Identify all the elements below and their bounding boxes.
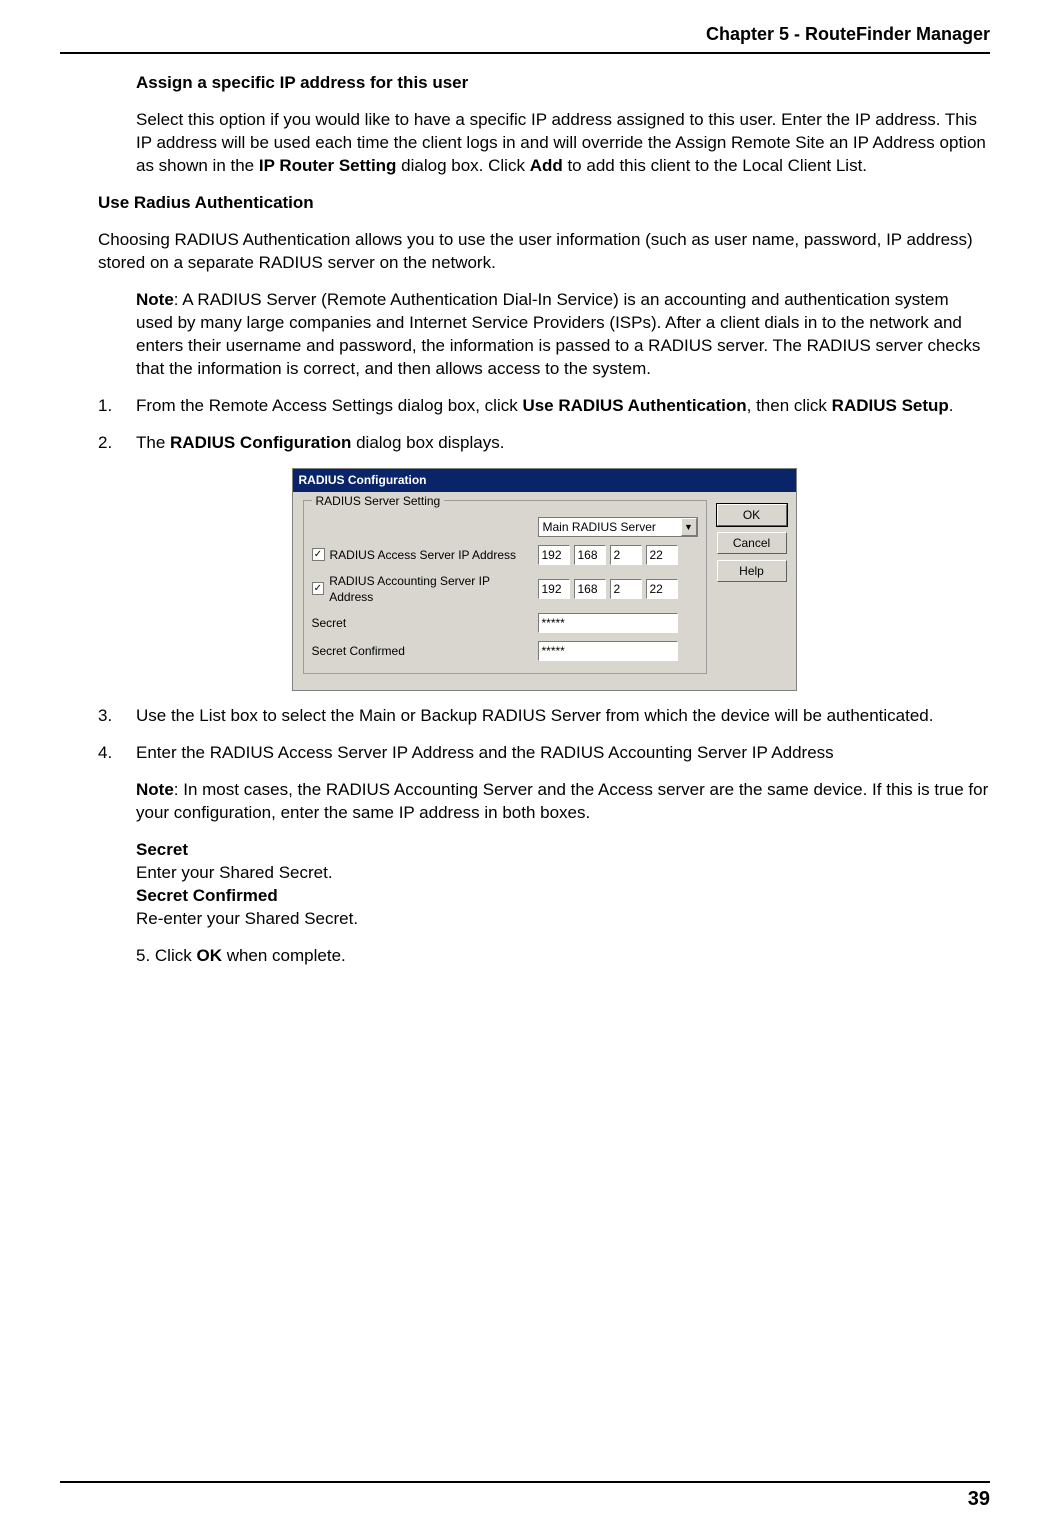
- step-1-body: From the Remote Access Settings dialog b…: [136, 395, 990, 418]
- chevron-down-icon[interactable]: ▼: [681, 518, 697, 536]
- text: 5. Click: [136, 946, 196, 965]
- acct-ip-checkbox[interactable]: ✓: [312, 582, 325, 595]
- ip-router-setting-bold: IP Router Setting: [259, 156, 397, 175]
- secret-confirmed-desc: Re-enter your Shared Secret.: [136, 909, 358, 928]
- text: .: [949, 396, 954, 415]
- acct-ip-3[interactable]: 2: [610, 579, 642, 599]
- text: dialog box. Click: [396, 156, 529, 175]
- step-3-body: Use the List box to select the Main or B…: [136, 705, 990, 728]
- server-select-value: Main RADIUS Server: [543, 519, 656, 535]
- step-4-body: Enter the RADIUS Access Server IP Addres…: [136, 742, 990, 765]
- assign-ip-body: Select this option if you would like to …: [136, 109, 990, 178]
- text: , then click: [747, 396, 832, 415]
- note-body: : In most cases, the RADIUS Accounting S…: [136, 780, 988, 822]
- secret-confirmed-input[interactable]: *****: [538, 641, 678, 661]
- secret-input[interactable]: *****: [538, 613, 678, 633]
- use-radius-title: Use Radius Authentication: [98, 192, 990, 215]
- server-select[interactable]: Main RADIUS Server ▼: [538, 517, 698, 537]
- text: The: [136, 433, 170, 452]
- page-number: 39: [968, 1486, 990, 1513]
- step-4-note: Note: In most cases, the RADIUS Accounti…: [136, 779, 990, 825]
- footer-rule: [60, 1481, 990, 1483]
- secret-heading: Secret: [136, 840, 188, 859]
- secret-desc: Enter your Shared Secret.: [136, 863, 333, 882]
- header-rule: [60, 52, 990, 54]
- chapter-header: Chapter 5 - RouteFinder Manager: [60, 22, 990, 52]
- radius-config-dialog: RADIUS Configuration RADIUS Server Setti…: [292, 468, 797, 691]
- assign-ip-title: Assign a specific IP address for this us…: [136, 72, 990, 95]
- help-button[interactable]: Help: [717, 560, 787, 582]
- radius-note: Note: A RADIUS Server (Remote Authentica…: [136, 289, 990, 381]
- use-radius-auth-bold: Use RADIUS Authentication: [522, 396, 746, 415]
- access-ip-checkbox[interactable]: ✓: [312, 548, 325, 561]
- note-label: Note: [136, 290, 174, 309]
- ok-bold: OK: [196, 946, 222, 965]
- radius-setup-bold: RADIUS Setup: [832, 396, 949, 415]
- group-legend: RADIUS Server Setting: [312, 493, 445, 509]
- add-bold: Add: [530, 156, 563, 175]
- step-num-1: 1.: [98, 395, 136, 418]
- note-label: Note: [136, 780, 174, 799]
- step-num-4: 4.: [98, 742, 136, 982]
- access-ip-1[interactable]: 192: [538, 545, 570, 565]
- ok-button[interactable]: OK: [717, 504, 787, 526]
- radius-server-setting-group: RADIUS Server Setting Main RADIUS Server…: [303, 500, 707, 674]
- secret-confirmed-label: Secret Confirmed: [312, 643, 532, 659]
- use-radius-body: Choosing RADIUS Authentication allows yo…: [98, 229, 990, 275]
- access-ip-label: RADIUS Access Server IP Address: [330, 547, 517, 563]
- radius-config-bold: RADIUS Configuration: [170, 433, 351, 452]
- step-num-2: 2.: [98, 432, 136, 455]
- acct-ip-2[interactable]: 168: [574, 579, 606, 599]
- acct-ip-1[interactable]: 192: [538, 579, 570, 599]
- note-body: : A RADIUS Server (Remote Authentication…: [136, 290, 980, 378]
- step-2-body: The RADIUS Configuration dialog box disp…: [136, 432, 990, 455]
- step-num-3: 3.: [98, 705, 136, 728]
- step-5: 5. Click OK when complete.: [136, 945, 990, 968]
- text: dialog box displays.: [351, 433, 504, 452]
- secret-label: Secret: [312, 615, 532, 631]
- acct-ip-4[interactable]: 22: [646, 579, 678, 599]
- access-ip-3[interactable]: 2: [610, 545, 642, 565]
- cancel-button[interactable]: Cancel: [717, 532, 787, 554]
- access-ip-4[interactable]: 22: [646, 545, 678, 565]
- acct-ip-label: RADIUS Accounting Server IP Address: [329, 573, 531, 605]
- text: when complete.: [222, 946, 346, 965]
- text: to add this client to the Local Client L…: [563, 156, 867, 175]
- dialog-titlebar: RADIUS Configuration: [293, 469, 796, 491]
- access-ip-2[interactable]: 168: [574, 545, 606, 565]
- text: From the Remote Access Settings dialog b…: [136, 396, 522, 415]
- secret-confirmed-heading: Secret Confirmed: [136, 886, 278, 905]
